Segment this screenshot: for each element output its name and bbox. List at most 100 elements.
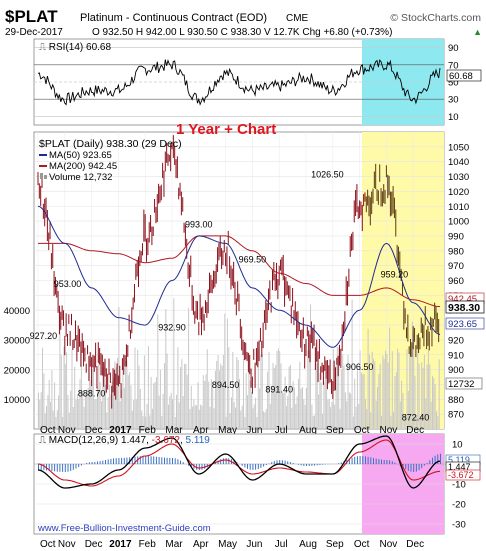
volume-bar	[99, 381, 101, 429]
volume-bar	[324, 378, 326, 429]
volume-bar	[174, 417, 176, 429]
volume-bar	[146, 404, 148, 429]
macd-histogram-bar	[437, 454, 439, 464]
macd-histogram-bar	[255, 464, 257, 470]
volume-bar	[113, 378, 114, 429]
volume-bar	[394, 376, 396, 429]
price-tick-label: 1010	[448, 202, 469, 213]
volume-bar	[102, 367, 104, 429]
macd-signal-tag	[445, 469, 481, 481]
macd-histogram-bar	[268, 463, 270, 464]
volume-bar	[213, 408, 215, 429]
volume-bar	[411, 321, 413, 429]
macd-histogram-bar	[86, 463, 88, 464]
volume-bar	[188, 307, 190, 429]
macd-hist-tag-text: 5.119	[448, 455, 470, 465]
volume-bar	[214, 370, 216, 429]
volume-bar	[390, 416, 392, 429]
volume-bar	[413, 333, 415, 429]
macd-histogram-bar	[158, 457, 160, 464]
macd-histogram-bar	[62, 464, 64, 472]
volume-bar	[351, 299, 353, 429]
macd-histogram-bar	[67, 464, 69, 472]
volume-bar	[90, 380, 92, 429]
volume-bar	[233, 402, 235, 429]
macd-histogram-bar	[279, 460, 281, 464]
volume-bar	[363, 373, 365, 429]
macd-histogram-bar	[110, 458, 112, 464]
volume-bar	[164, 363, 165, 429]
volume-bar	[342, 354, 344, 429]
volume-bar	[395, 372, 397, 429]
macd-histogram-bar	[40, 464, 42, 471]
x-axis-label: Aug	[299, 425, 317, 436]
macd-histogram-bar	[169, 457, 171, 464]
macd-histogram-bar	[51, 464, 53, 471]
volume-value-text: 12732	[448, 379, 474, 390]
volume-bar	[232, 351, 234, 429]
volume-bar	[425, 398, 427, 429]
x-axis-label: Oct	[354, 539, 370, 550]
macd-histogram-bar	[172, 458, 173, 464]
x-axis-label: 2017	[109, 425, 132, 436]
volume-bar	[265, 409, 267, 429]
volume-bar	[280, 363, 282, 429]
volume-bar	[271, 387, 273, 429]
macd-histogram-bar	[407, 464, 409, 471]
volume-bar	[369, 354, 370, 429]
rsi-line	[37, 59, 441, 106]
volume-bar	[40, 392, 42, 429]
volume-bar	[125, 360, 127, 429]
macd-histogram-bar	[365, 456, 366, 464]
x-axis-label: Mar	[165, 425, 183, 436]
price-annotation: 959.20	[381, 270, 409, 280]
macd-histogram-bar	[97, 461, 98, 464]
macd-histogram-bar	[432, 457, 433, 464]
volume-tick-label: 20000	[4, 365, 30, 376]
macd-histogram-bar	[217, 460, 219, 464]
volume-bar	[127, 375, 129, 429]
volume-bar	[320, 382, 322, 429]
volume-bar	[114, 361, 116, 429]
volume-bar	[70, 390, 72, 429]
macd-histogram-bar	[413, 464, 415, 472]
rsi-label-icon: ⎍	[39, 42, 49, 53]
x-axis-label: Jun	[246, 425, 262, 436]
volume-bar	[302, 387, 303, 429]
volume-bar	[303, 399, 305, 429]
website-footer[interactable]: www.Free-Bullion-Investment-Guide.com	[37, 523, 211, 534]
volume-bar	[143, 355, 145, 429]
macd-histogram-bar	[180, 460, 181, 464]
macd-histogram-bar	[340, 462, 342, 464]
price-annotation: 932.90	[158, 323, 186, 333]
macd-histogram-bar	[394, 462, 396, 464]
macd-histogram-bar	[70, 464, 72, 471]
volume-bar	[157, 314, 159, 429]
volume-bar	[375, 400, 377, 429]
macd-histogram-bar	[273, 461, 275, 464]
volume-bar	[310, 304, 311, 429]
volume-bar	[370, 412, 372, 429]
volume-bar	[109, 385, 110, 429]
exchange: CME	[286, 13, 309, 24]
x-axis-label: Feb	[139, 425, 157, 436]
volume-bar	[59, 316, 61, 429]
macd-histogram-bar	[126, 457, 128, 464]
volume-bar	[43, 373, 45, 429]
volume-bar	[399, 401, 401, 429]
volume-bar	[149, 415, 151, 429]
stockcharts-brand[interactable]: © StockCharts.com	[390, 12, 481, 24]
volume-bar	[393, 411, 395, 429]
macd-histogram-bar	[356, 456, 358, 464]
x-axis-label: Apr	[193, 425, 209, 436]
macd-histogram-bar	[198, 464, 200, 470]
volume-bar	[194, 405, 196, 429]
volume-bar	[386, 353, 388, 429]
volume-bar	[209, 406, 211, 429]
volume-bar	[205, 374, 207, 429]
macd-histogram-bar	[370, 457, 372, 464]
price-annotation: 888.70	[78, 388, 106, 398]
volume-bar	[308, 350, 310, 429]
volume-bar	[142, 416, 144, 429]
macd-histogram-bar	[348, 458, 350, 464]
